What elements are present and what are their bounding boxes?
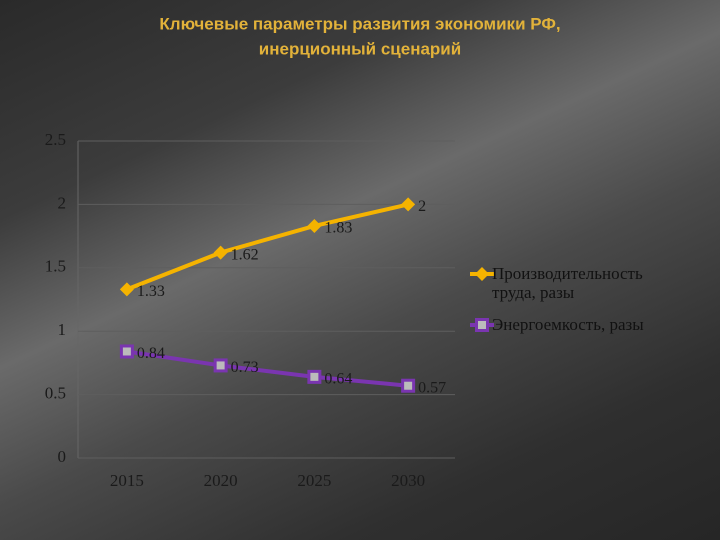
point bbox=[401, 197, 416, 212]
data-label: 1.83 bbox=[324, 220, 352, 237]
legend-label: Производительность труда, разы bbox=[492, 264, 643, 302]
legend-marker bbox=[475, 267, 489, 281]
data-label: 0.64 bbox=[324, 371, 352, 388]
data-label: 1.33 bbox=[137, 283, 165, 300]
point bbox=[213, 358, 228, 373]
data-label: 0.73 bbox=[231, 359, 259, 376]
data-label: 0.57 bbox=[418, 379, 446, 396]
legend-label: Энергоемкость, разы bbox=[492, 315, 644, 334]
y-tick-label: 0 bbox=[58, 447, 67, 466]
x-tick-label: 2025 bbox=[297, 471, 331, 490]
x-tick-label: 2030 bbox=[391, 471, 425, 490]
data-label: 0.84 bbox=[137, 345, 165, 362]
y-tick-label: 2 bbox=[58, 193, 67, 212]
point bbox=[307, 218, 322, 233]
point bbox=[307, 369, 322, 384]
point bbox=[213, 245, 228, 260]
chart-title: инерционный сценарий bbox=[259, 39, 461, 58]
series-line bbox=[126, 202, 409, 292]
y-tick-label: 2.5 bbox=[45, 130, 66, 149]
y-tick-label: 1 bbox=[58, 320, 67, 339]
data-label: 1.62 bbox=[231, 246, 259, 263]
point bbox=[119, 344, 134, 359]
point bbox=[401, 378, 416, 393]
point bbox=[119, 282, 134, 297]
y-tick-label: 1.5 bbox=[45, 257, 66, 276]
legend-marker bbox=[475, 318, 489, 332]
x-tick-label: 2015 bbox=[110, 471, 144, 490]
data-label: 2 bbox=[418, 198, 426, 215]
series-line bbox=[126, 349, 409, 388]
y-tick-label: 0.5 bbox=[45, 384, 66, 403]
x-tick-label: 2020 bbox=[204, 471, 238, 490]
chart-title: Ключевые параметры развития экономики РФ… bbox=[159, 14, 560, 33]
